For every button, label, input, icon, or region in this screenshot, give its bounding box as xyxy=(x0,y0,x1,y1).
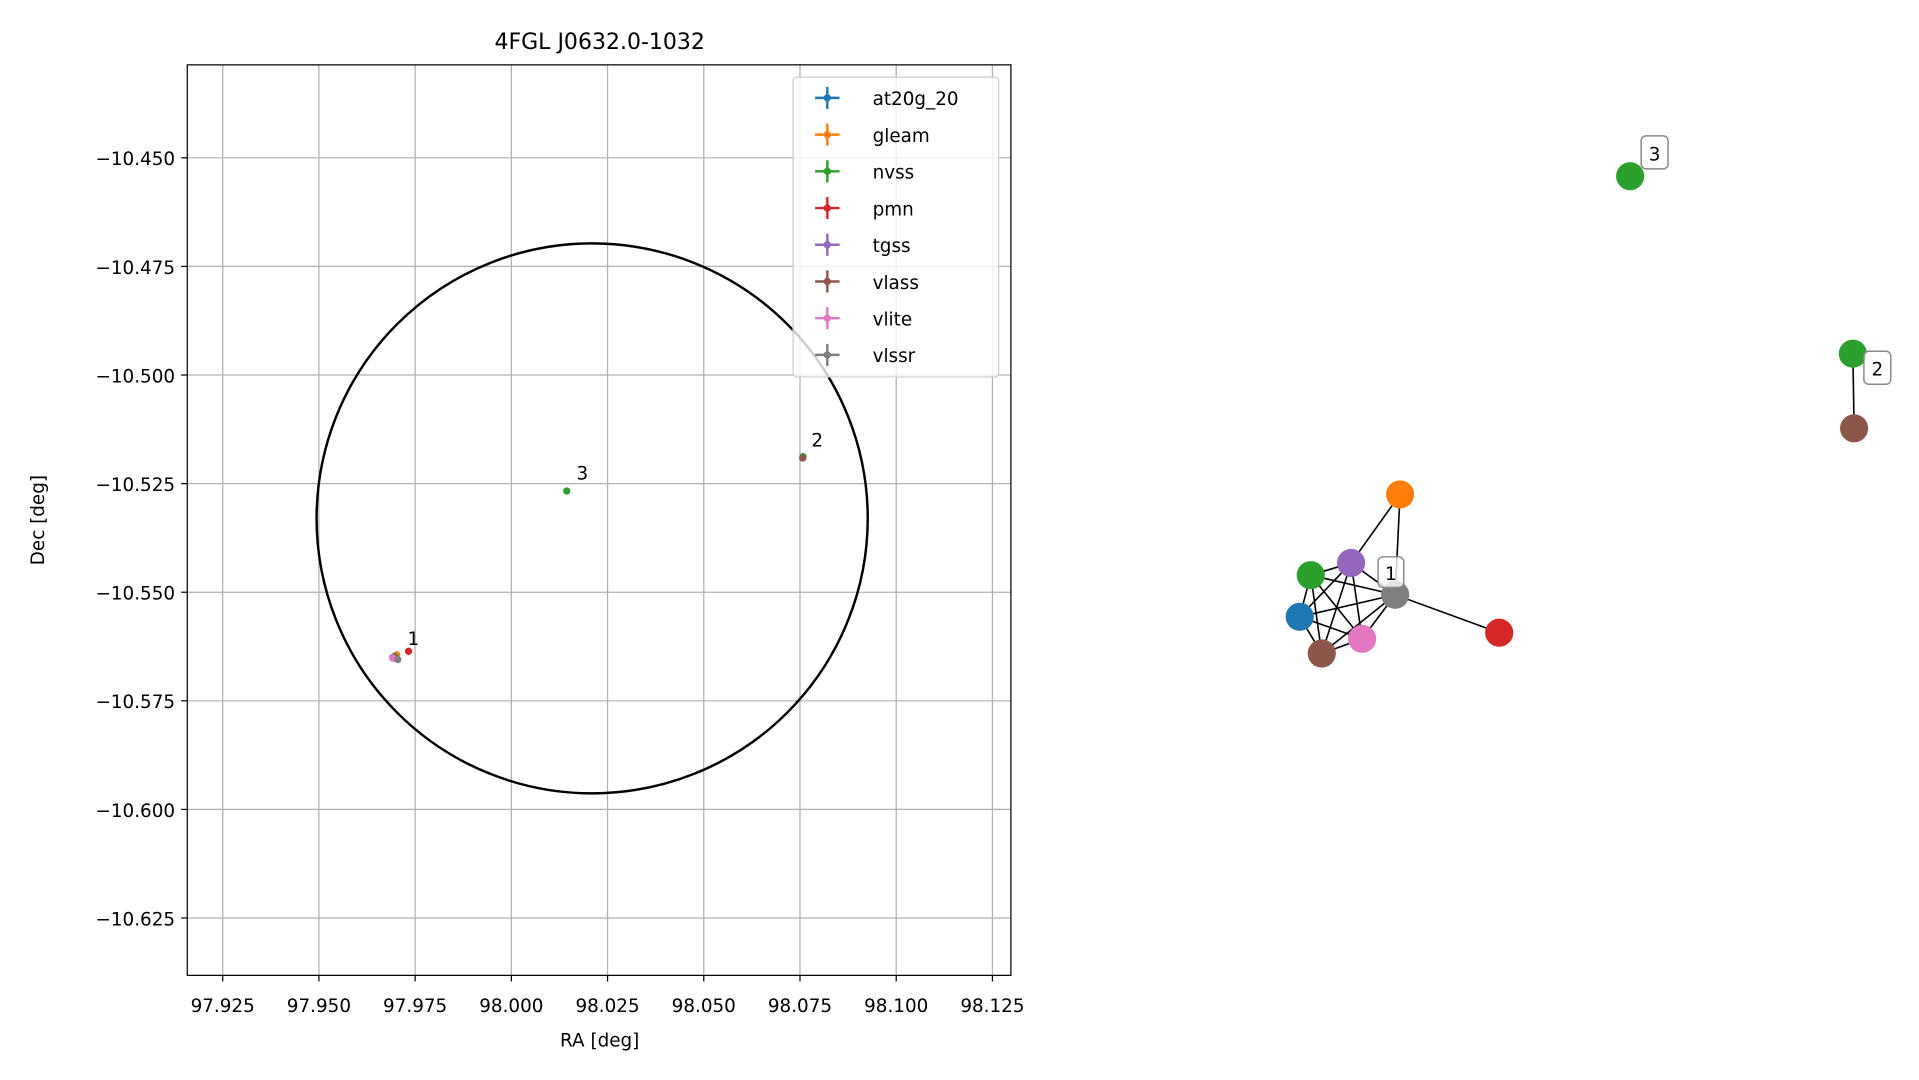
plot-frame xyxy=(186,64,1012,976)
legend-label: at20g_20 xyxy=(873,89,959,110)
x-tick-label: 98.000 xyxy=(479,996,543,1017)
error-circle xyxy=(315,242,869,795)
label-box xyxy=(1377,556,1405,589)
x-tick-label: 98.075 xyxy=(768,996,832,1017)
legend-marker xyxy=(823,277,832,286)
label-box xyxy=(1640,135,1669,170)
legend-label: pmn xyxy=(873,199,914,220)
legend-box xyxy=(792,76,1000,378)
node xyxy=(1616,162,1645,191)
node xyxy=(1348,624,1377,653)
legend-label: vlass xyxy=(873,273,919,294)
point xyxy=(563,487,571,495)
legend-marker xyxy=(823,167,832,176)
legend-marker xyxy=(823,130,832,139)
legend-marker xyxy=(823,94,832,102)
legend-marker xyxy=(823,204,832,212)
legend-label: vlite xyxy=(873,310,913,331)
network-graph: 1 2 3 xyxy=(1285,135,1892,668)
node xyxy=(1285,602,1314,631)
label-box xyxy=(1863,350,1892,386)
y-tick-label: −10.500 xyxy=(95,366,175,387)
edge xyxy=(1320,562,1352,654)
legend-label: vlssr xyxy=(873,346,916,367)
y-tick-label: −10.625 xyxy=(95,909,175,930)
x-tick-label: 98.025 xyxy=(575,996,639,1017)
y-tick-label: −10.450 xyxy=(95,149,175,170)
node xyxy=(1307,639,1336,668)
x-tick-label: 97.975 xyxy=(383,996,447,1017)
legend-marker xyxy=(823,241,832,249)
node xyxy=(1840,414,1869,443)
x-tick-label: 97.925 xyxy=(191,996,255,1017)
legend-marker xyxy=(823,314,832,322)
legend-label: nvss xyxy=(873,163,915,184)
y-tick-label: −10.600 xyxy=(95,801,175,822)
x-tick-label: 97.950 xyxy=(287,996,351,1017)
annotation: 2 xyxy=(811,431,823,452)
x-tick-label: 98.050 xyxy=(672,996,736,1017)
point xyxy=(404,647,413,655)
node xyxy=(1296,561,1325,590)
legend-label: gleam xyxy=(873,126,930,147)
x-tick-label: 98.100 xyxy=(864,996,928,1017)
node xyxy=(1385,480,1415,509)
edge xyxy=(1310,574,1396,596)
node-label: 3 xyxy=(1649,144,1661,165)
annotation: 1 xyxy=(408,629,420,650)
y-tick-label: −10.525 xyxy=(95,475,175,496)
point xyxy=(394,655,402,664)
y-tick-label: −10.550 xyxy=(95,584,175,605)
point xyxy=(799,454,807,462)
node xyxy=(1337,548,1366,578)
node-label: 2 xyxy=(1872,360,1884,381)
legend-marker xyxy=(823,351,832,359)
edge xyxy=(1321,594,1396,655)
edge xyxy=(1394,594,1500,634)
node-label: 1 xyxy=(1385,564,1397,585)
node xyxy=(1838,339,1867,368)
y-tick-label: −10.475 xyxy=(95,258,175,279)
y-tick-label: −10.575 xyxy=(95,692,175,713)
annotation: 3 xyxy=(576,464,588,485)
y-axis-label: Dec [deg] xyxy=(28,475,49,565)
node xyxy=(1485,618,1514,647)
chart-title: 4FGL J0632.0-1032 xyxy=(494,30,705,55)
x-tick-label: 98.125 xyxy=(960,996,1024,1017)
x-axis-label: RA [deg] xyxy=(560,1030,639,1051)
plot-area: 97.925 97.950 97.975 98.000 98.025 98.050 98.0… xyxy=(95,64,1025,1017)
legend-label: tgss xyxy=(873,236,911,257)
